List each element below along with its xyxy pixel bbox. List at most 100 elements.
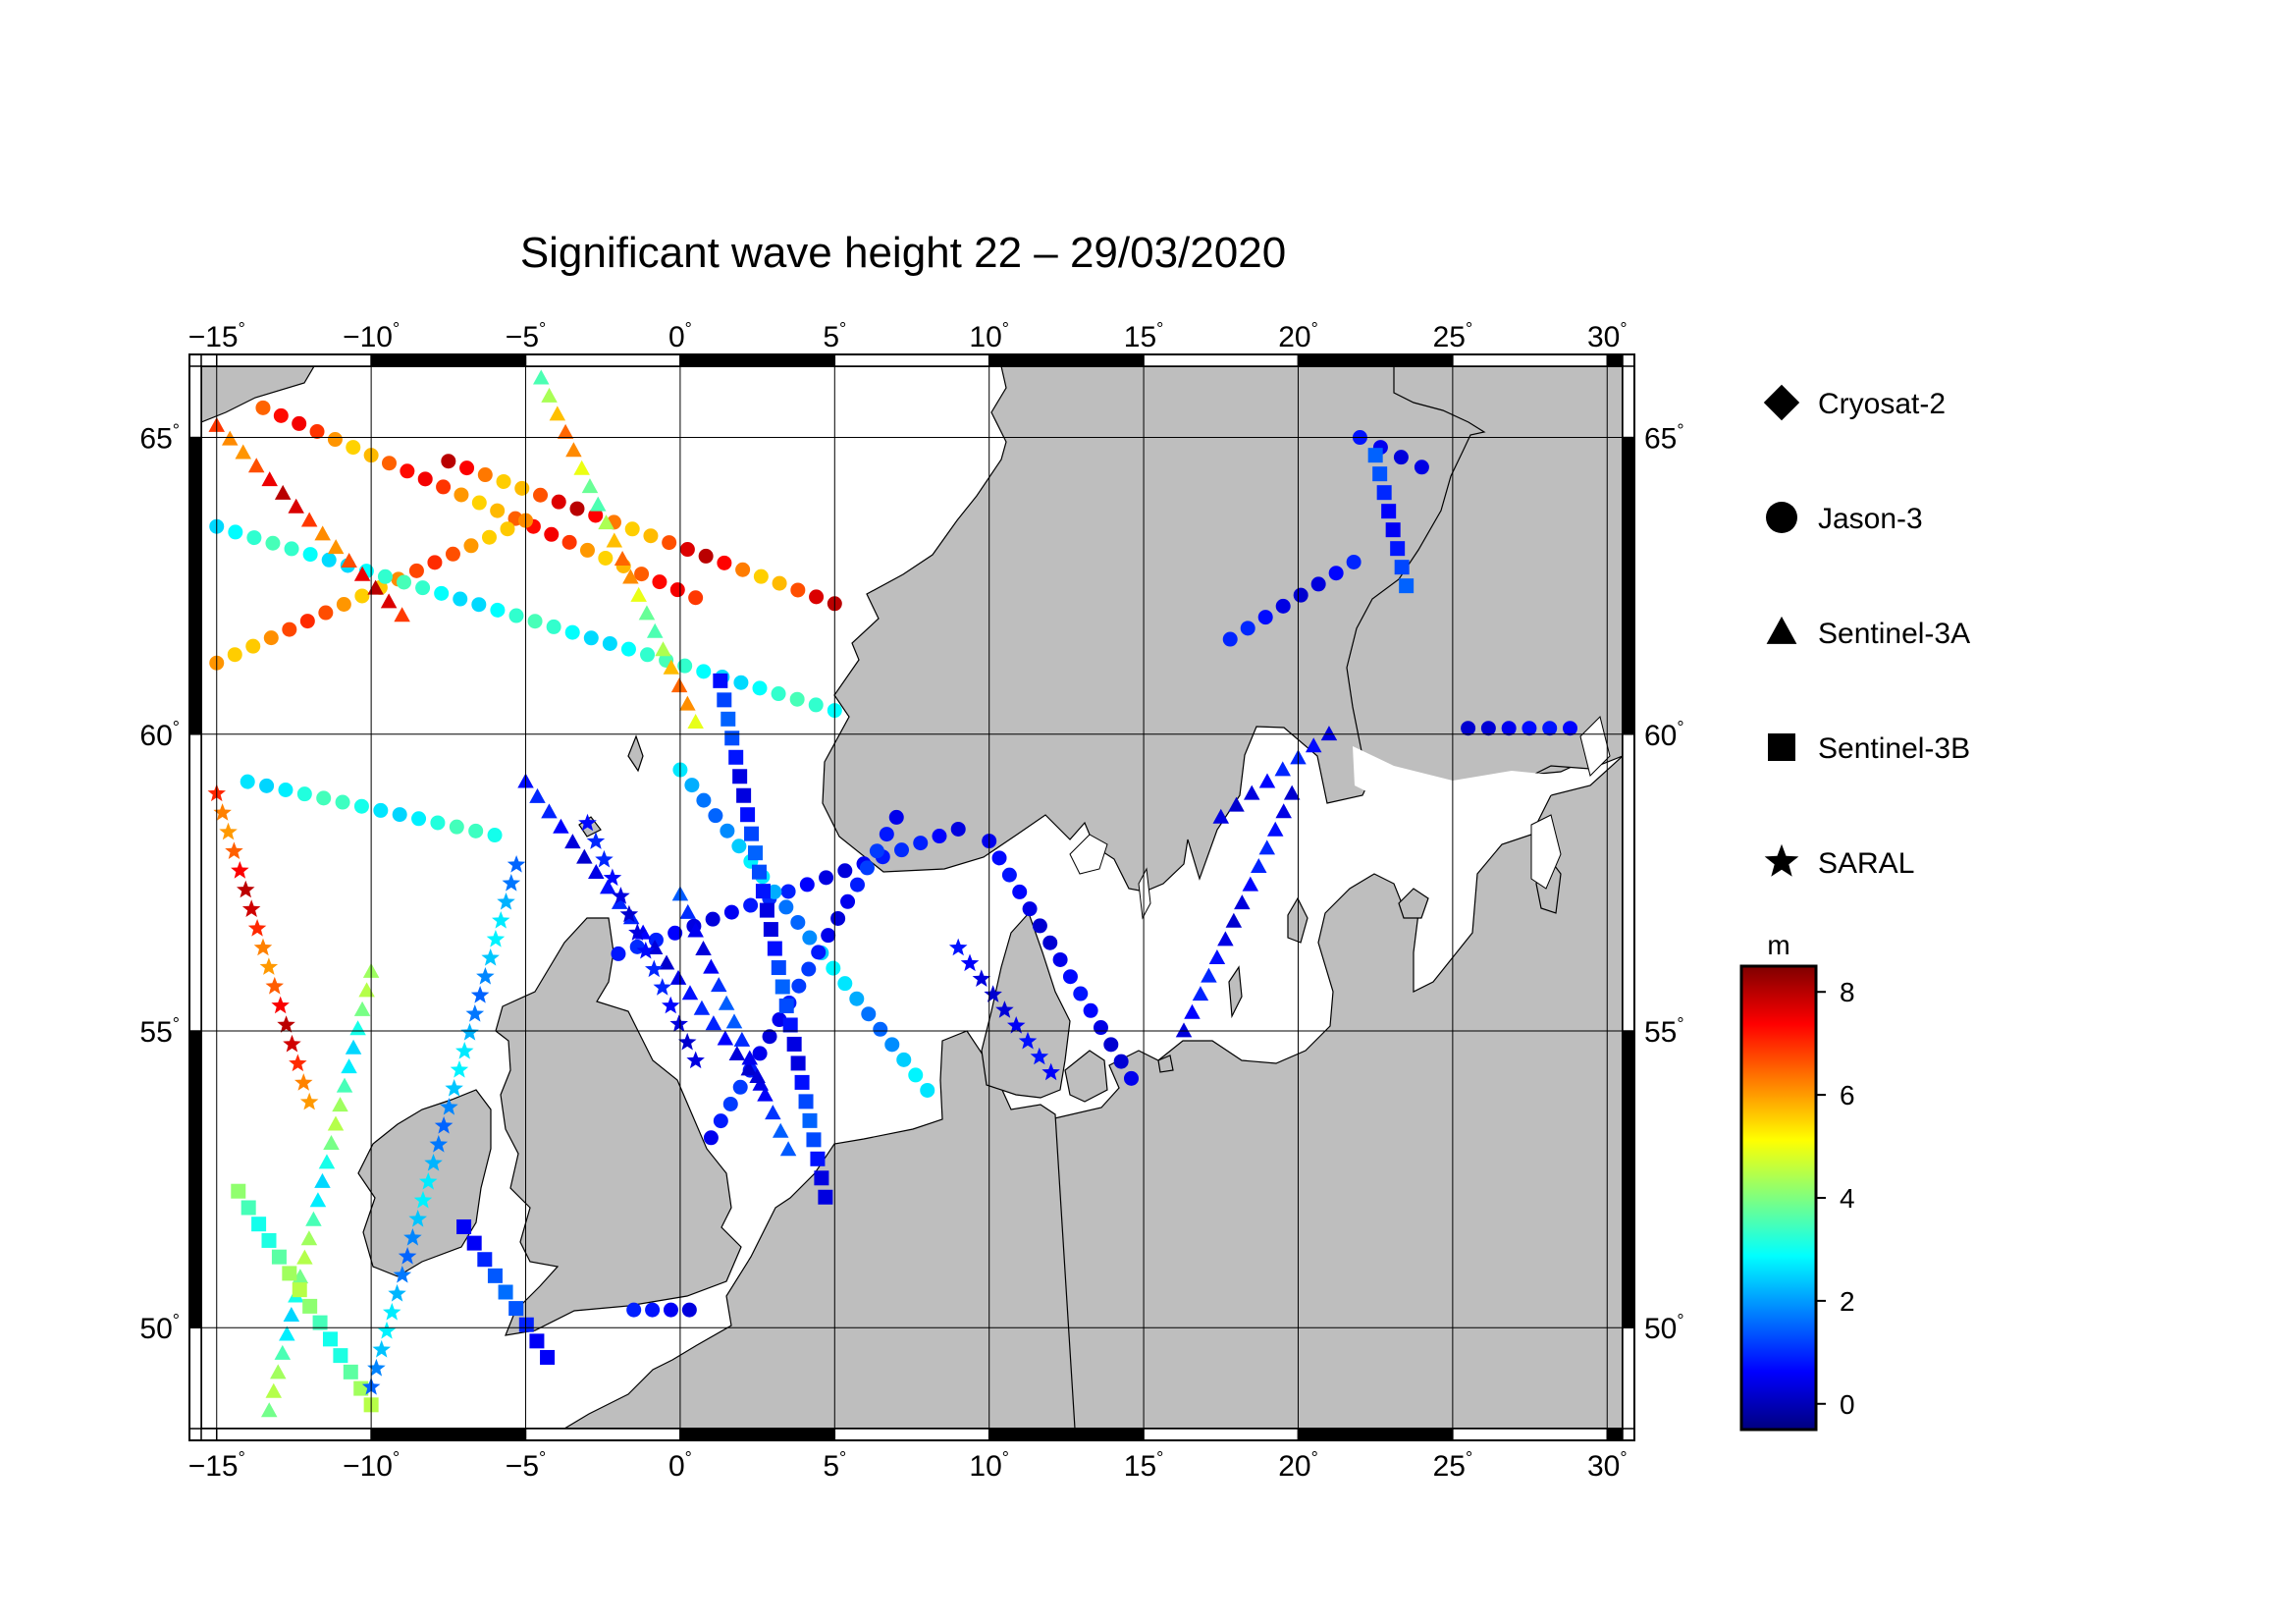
data-point [353, 566, 371, 581]
data-point [335, 794, 350, 810]
colorbar-tick-label: 6 [1840, 1080, 1855, 1110]
data-point [663, 1302, 678, 1318]
data-point [598, 514, 614, 530]
tick-label: 60° [1644, 718, 1684, 752]
colorbar-tick-label: 4 [1840, 1183, 1855, 1214]
data-point [1393, 450, 1409, 465]
data-point [1083, 1002, 1098, 1018]
data-point [1012, 884, 1028, 899]
data-point [353, 798, 369, 814]
data-point [636, 941, 656, 959]
frame-segment [1606, 1428, 1624, 1441]
data-point [802, 930, 818, 946]
data-point [859, 860, 875, 876]
data-point [611, 893, 628, 909]
land-finland-russia [1346, 366, 1623, 798]
tick-label: 55° [139, 1014, 180, 1049]
data-point [643, 528, 659, 544]
frame-segment [1143, 1428, 1300, 1441]
data-point [913, 836, 929, 851]
data-point [821, 928, 836, 944]
data-point [336, 1077, 353, 1093]
data-point [1240, 621, 1255, 636]
data-point [1244, 784, 1260, 800]
data-point [799, 877, 815, 893]
data-point [561, 534, 577, 550]
data-point [400, 463, 415, 479]
data-point [327, 432, 343, 448]
data-point [849, 877, 865, 893]
frame-segment [200, 353, 218, 367]
data-point [271, 1249, 287, 1265]
data-point [662, 996, 680, 1014]
data-point [481, 529, 497, 545]
tick-label: 10° [969, 1448, 1009, 1483]
legend-label: Sentinel-3A [1818, 618, 1970, 650]
data-point [681, 1302, 697, 1318]
data-point [471, 495, 487, 511]
frame-segment [188, 1030, 202, 1328]
data-point [1062, 969, 1078, 985]
data-point [576, 848, 593, 864]
data-point [265, 1382, 283, 1398]
data-point [246, 530, 262, 546]
data-point [459, 460, 475, 476]
data-point [261, 1402, 278, 1418]
data-point [728, 1045, 746, 1060]
data-point [533, 487, 549, 503]
data-point [677, 658, 693, 674]
data-point [1032, 918, 1047, 934]
data-point [436, 479, 452, 495]
data-point [984, 985, 1002, 1002]
data-point [667, 925, 683, 941]
frame-segment [1452, 1428, 1609, 1441]
data-point [440, 1098, 458, 1115]
frame-segment [1606, 353, 1624, 367]
data-point [720, 823, 735, 839]
data-point [529, 787, 546, 803]
data-point [695, 941, 712, 956]
colorbar-tick-label: 8 [1840, 977, 1855, 1007]
data-point [991, 850, 1007, 866]
data-point [595, 849, 614, 868]
data-point [972, 969, 991, 987]
data-point [353, 1001, 371, 1016]
frame-segment [215, 353, 372, 367]
colorbar: m 0 2 4 6 8 [1739, 930, 1855, 1432]
frame-segment [524, 1428, 681, 1441]
data-point [646, 622, 664, 638]
data-point [343, 1364, 358, 1380]
tick-label: 0° [668, 319, 692, 353]
data-point [669, 582, 685, 598]
data-point [794, 1074, 810, 1090]
data-point [1390, 541, 1406, 557]
data-point [261, 1232, 277, 1248]
data-point [619, 904, 639, 923]
graticule [201, 366, 1623, 1429]
tick-label: 30° [1587, 319, 1628, 353]
tick-label: −5° [506, 319, 546, 353]
data-point [652, 574, 667, 590]
data-point [1030, 1047, 1049, 1065]
data-point [581, 478, 599, 494]
data-point [408, 1210, 427, 1227]
data-point [763, 922, 778, 938]
data-point [282, 622, 297, 637]
data-point [296, 1249, 313, 1265]
frame-segment [188, 733, 202, 1032]
data-point [283, 1034, 301, 1053]
tick-label: 60° [139, 718, 180, 752]
data-point [932, 829, 947, 844]
data-point [741, 1050, 758, 1065]
data-point [837, 863, 853, 879]
data-point [255, 400, 271, 415]
data-point [731, 839, 747, 854]
data-point [645, 1302, 661, 1318]
data-point [1399, 578, 1415, 594]
data-point [861, 1006, 877, 1022]
data-point [713, 1113, 728, 1129]
data-point [277, 1015, 295, 1033]
data-point [557, 423, 574, 439]
data-point [767, 884, 782, 899]
data-point [614, 550, 631, 566]
